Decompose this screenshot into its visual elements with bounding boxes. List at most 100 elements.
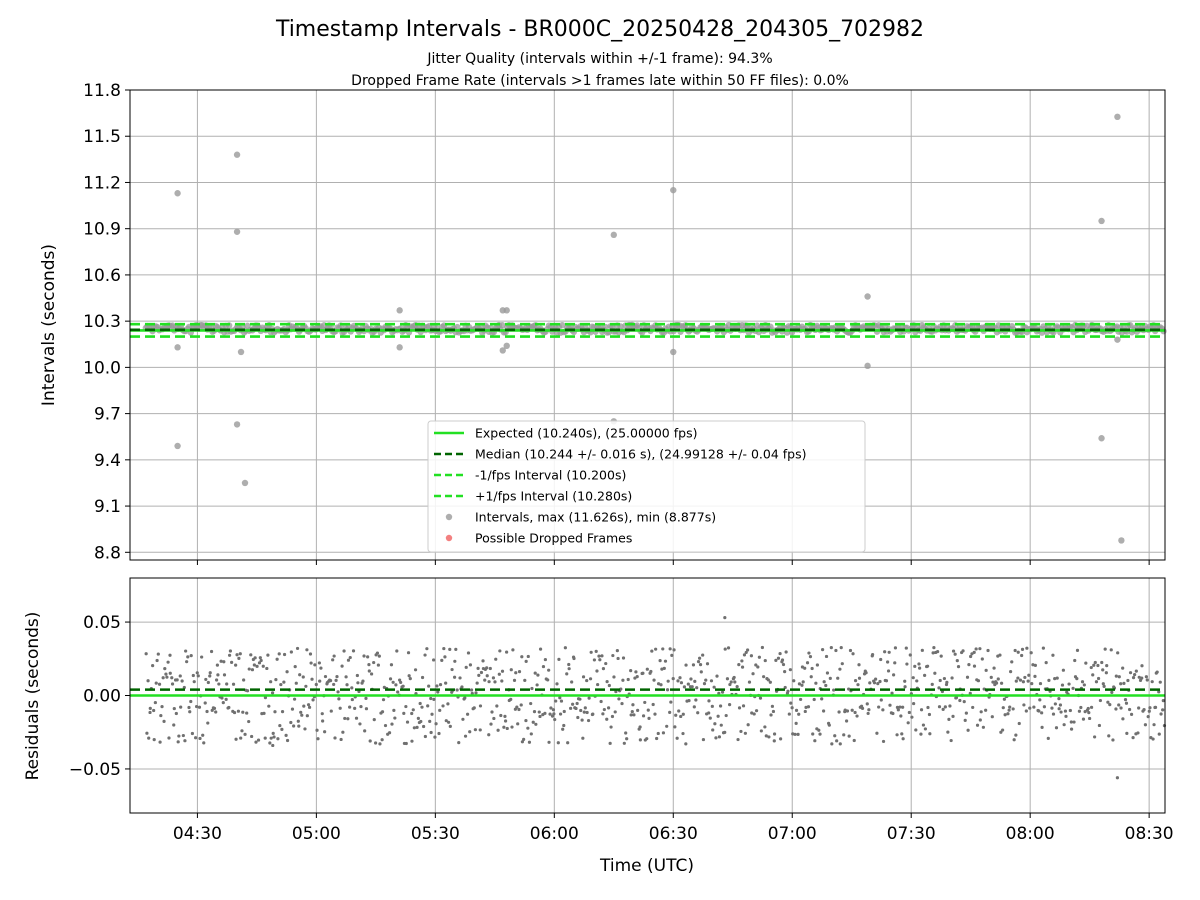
interval-outlier-point (670, 186, 677, 194)
residual-point (475, 681, 479, 685)
residual-point (500, 669, 505, 673)
residual-point (567, 667, 571, 671)
residual-point (574, 706, 578, 711)
residual-point (526, 654, 530, 659)
bottom-y-tick-label: −0.05 (69, 760, 121, 780)
residual-point (188, 710, 192, 714)
residual-point (948, 704, 952, 708)
bottom-x-ticks: 04:30 05:00 05:30 06:00 06:30 07:00 07:30 08:00… (173, 813, 1174, 844)
residual-point (655, 736, 659, 741)
residual-point (725, 677, 730, 681)
residual-point (914, 728, 918, 732)
residual-point (302, 704, 306, 708)
residual-point (711, 728, 715, 732)
residual-point (663, 659, 668, 663)
residual-point (974, 647, 978, 651)
residual-point (588, 677, 593, 681)
residual-point (810, 666, 814, 671)
residual-point (444, 681, 448, 685)
residual-point (611, 653, 615, 658)
residual-point (1009, 670, 1013, 674)
residual-point (398, 678, 402, 682)
residual-point (659, 683, 663, 687)
residual-point (293, 665, 297, 669)
residual-point (701, 653, 705, 657)
residual-point (432, 697, 436, 701)
residual-point (937, 705, 942, 709)
residual-point (806, 705, 811, 709)
residual-point (458, 676, 462, 680)
residual-point (638, 738, 642, 742)
residual-point (635, 675, 639, 679)
residual-point (284, 733, 288, 737)
residual-point (478, 728, 482, 732)
residual-point (978, 718, 982, 722)
residual-point (589, 650, 593, 654)
residual-point (768, 680, 772, 684)
residual-point (1111, 738, 1115, 742)
interval-outlier-point (864, 362, 871, 370)
residual-point (1062, 723, 1066, 727)
residual-point (794, 721, 798, 725)
residual-point (792, 679, 796, 683)
residual-point (289, 650, 293, 654)
residual-point (622, 741, 626, 745)
residual-point (1136, 731, 1140, 735)
residual-point (788, 668, 792, 672)
residual-point (634, 670, 638, 674)
residual-point (420, 705, 424, 709)
residual-point (249, 653, 253, 657)
residual-point (313, 663, 317, 667)
residual-point (520, 655, 524, 659)
residual-point (1106, 700, 1110, 704)
interval-outlier-point (610, 231, 617, 239)
residual-point (534, 722, 538, 726)
residual-point (1030, 682, 1034, 686)
residual-point (692, 705, 696, 709)
residual-point (1098, 698, 1103, 703)
residual-point (895, 733, 899, 737)
top-y-tick-label: 9.4 (94, 451, 121, 471)
residual-point (613, 710, 617, 714)
residual-point (890, 691, 894, 695)
residual-point (980, 657, 984, 661)
residual-point (438, 683, 443, 687)
residual-point (814, 681, 818, 685)
residual-point (799, 697, 803, 702)
residual-point (837, 710, 841, 714)
interval-outlier-point (1114, 113, 1121, 121)
residual-point (535, 683, 539, 687)
residual-point (192, 680, 196, 684)
residual-point (876, 681, 880, 686)
residual-point (900, 732, 904, 736)
residual-point (183, 739, 187, 743)
residual-point (280, 727, 284, 731)
interval-outlier-point (174, 344, 181, 351)
residual-point (877, 705, 881, 709)
residual-point (1104, 671, 1108, 675)
residual-point (871, 652, 875, 657)
residual-point (499, 713, 503, 718)
residual-point (684, 742, 688, 746)
residual-point (1014, 679, 1018, 683)
residual-point (599, 699, 603, 704)
residual-point (723, 647, 727, 651)
residual-point (780, 658, 785, 662)
residual-point (203, 701, 207, 705)
residual-point (1161, 698, 1165, 703)
residual-point (323, 674, 328, 679)
residual-point (337, 697, 341, 701)
residual-point (200, 655, 204, 659)
residual-point (401, 684, 405, 688)
residual-point (446, 702, 450, 706)
residual-point (1119, 682, 1123, 686)
residual-point (1080, 680, 1085, 684)
residual-point (906, 721, 910, 725)
residual-point (661, 647, 665, 651)
residual-point (390, 722, 394, 726)
residual-point (208, 671, 212, 675)
residual-point (641, 714, 646, 718)
residual-point (517, 707, 521, 712)
residual-point (931, 651, 935, 655)
